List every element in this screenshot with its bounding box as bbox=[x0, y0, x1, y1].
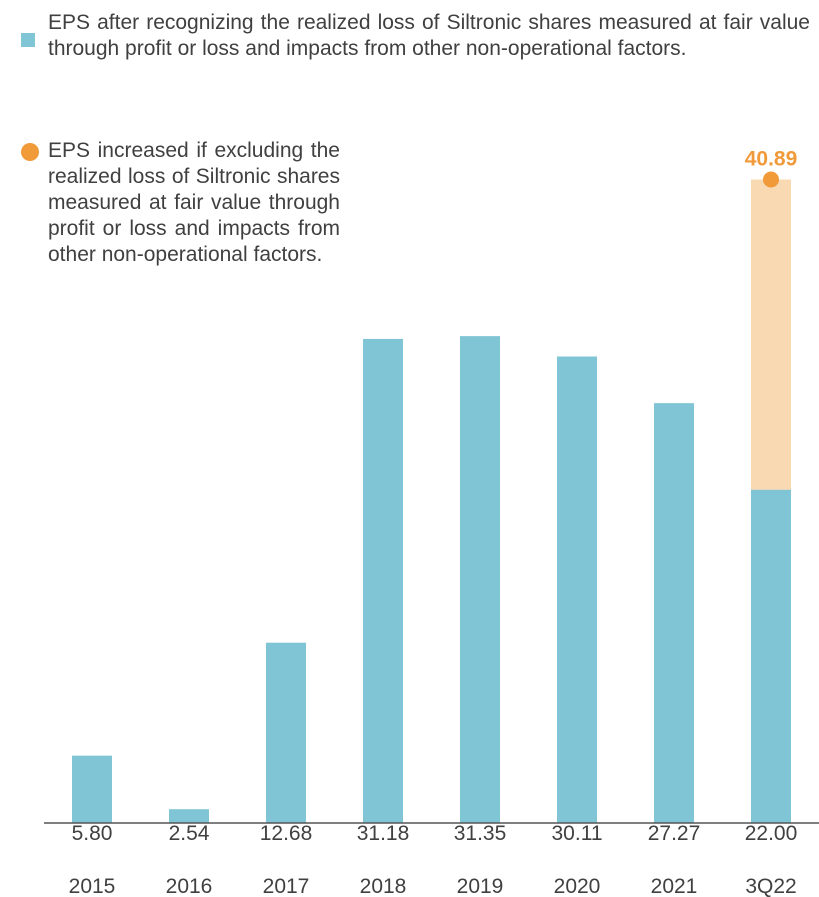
value-label: 22.00 bbox=[745, 822, 798, 845]
x-tick-label: 3Q22 bbox=[745, 875, 796, 897]
bar bbox=[654, 403, 694, 823]
bar bbox=[557, 356, 597, 823]
value-label: 31.35 bbox=[454, 822, 507, 845]
x-tick-label: 2015 bbox=[69, 875, 116, 897]
bar bbox=[751, 179, 791, 490]
value-label: 27.27 bbox=[648, 822, 701, 845]
x-tick-label: 2018 bbox=[360, 875, 407, 897]
bar bbox=[363, 338, 403, 823]
bar bbox=[72, 755, 112, 823]
legend-swatch bbox=[21, 143, 39, 161]
legend-entry: EPS increased if excluding the realized … bbox=[48, 139, 340, 266]
x-tick-label: 2017 bbox=[263, 875, 310, 897]
bar bbox=[266, 642, 306, 823]
x-tick-label: 2019 bbox=[457, 875, 504, 897]
legend-entry: EPS after recognizing the realized loss … bbox=[48, 11, 810, 60]
x-tick-label: 2016 bbox=[166, 875, 213, 897]
total-label: 40.89 bbox=[745, 147, 798, 170]
value-label: 2.54 bbox=[169, 822, 210, 845]
value-label: 31.18 bbox=[357, 822, 410, 845]
bar bbox=[169, 809, 209, 823]
x-tick-label: 2020 bbox=[554, 875, 601, 897]
value-label: 12.68 bbox=[260, 822, 313, 845]
total-marker bbox=[763, 171, 779, 188]
bar bbox=[460, 336, 500, 823]
bar bbox=[751, 489, 791, 823]
x-tick-label: 2021 bbox=[651, 875, 698, 897]
value-label: 30.11 bbox=[552, 822, 603, 845]
value-label: 5.80 bbox=[72, 822, 113, 845]
legend-swatch bbox=[21, 33, 35, 47]
